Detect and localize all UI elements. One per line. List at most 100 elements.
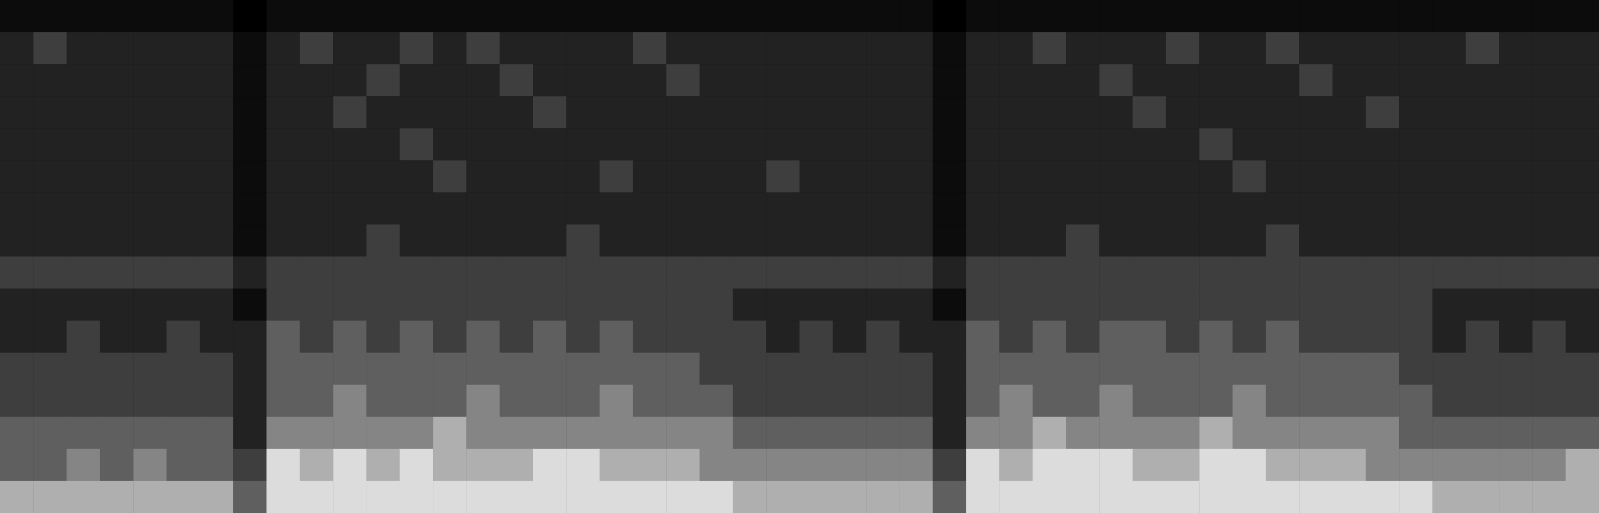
- heatmap-cell: [167, 321, 201, 354]
- heatmap-cell: [1199, 385, 1233, 418]
- heatmap-cell: [1466, 224, 1500, 257]
- heatmap-cell: [1266, 32, 1300, 65]
- heatmap-cell: [200, 257, 234, 290]
- heatmap-cell: [1399, 321, 1433, 354]
- heatmap-cell: [1432, 96, 1466, 129]
- heatmap-cell: [466, 257, 500, 290]
- heatmap-cell: [833, 257, 867, 290]
- heatmap-cell: [1099, 32, 1133, 65]
- heatmap-cell: [1199, 0, 1233, 33]
- heatmap-cell: [33, 353, 67, 386]
- heatmap-cell: [1166, 224, 1200, 257]
- heatmap-cell: [1033, 32, 1067, 65]
- heatmap-cell: [100, 32, 134, 65]
- heatmap-cell: [433, 96, 467, 129]
- heatmap-cell: [267, 160, 301, 193]
- heatmap-cell: [1066, 481, 1100, 513]
- heatmap-cell: [466, 96, 500, 129]
- heatmap-cell: [500, 32, 534, 65]
- heatmap-cell: [133, 417, 167, 450]
- heatmap-cell: [1333, 449, 1367, 482]
- heatmap-cell: [0, 160, 34, 193]
- heatmap-cell: [500, 224, 534, 257]
- heatmap-cell: [633, 128, 667, 161]
- heatmap-cell: [433, 32, 467, 65]
- heatmap-cell: [1366, 192, 1400, 225]
- heatmap-cell: [966, 160, 1000, 193]
- heatmap-cell: [1299, 385, 1333, 418]
- heatmap-cell: [1399, 449, 1433, 482]
- heatmap-cell: [899, 64, 933, 97]
- heatmap-cell: [766, 449, 800, 482]
- heatmap-cell: [300, 96, 334, 129]
- heatmap-cell: [1066, 160, 1100, 193]
- heatmap-cell: [1466, 481, 1500, 513]
- heatmap-cell: [1532, 289, 1566, 322]
- heatmap-cell: [0, 0, 34, 33]
- heatmap-cell: [1466, 32, 1500, 65]
- heatmap-cell: [733, 192, 767, 225]
- heatmap-cell: [999, 417, 1033, 450]
- heatmap-cell: [700, 289, 734, 322]
- heatmap-cell: [1399, 353, 1433, 386]
- heatmap-cell: [1166, 192, 1200, 225]
- heatmap-cell: [600, 160, 634, 193]
- heatmap-cell: [966, 449, 1000, 482]
- heatmap-cell: [300, 417, 334, 450]
- heatmap-cell: [1432, 160, 1466, 193]
- heatmap-cell: [0, 385, 34, 418]
- heatmap-cell: [633, 32, 667, 65]
- heatmap-cell: [1233, 449, 1267, 482]
- heatmap-cell: [1133, 321, 1167, 354]
- heatmap-cell: [1399, 481, 1433, 513]
- heatmap-cell: [300, 353, 334, 386]
- heatmap-cell: [366, 257, 400, 290]
- heatmap-cell: [1566, 417, 1599, 450]
- heatmap-cell: [67, 417, 101, 450]
- heatmap-cell: [600, 257, 634, 290]
- heatmap-cell: [100, 385, 134, 418]
- heatmap-cell: [267, 353, 301, 386]
- heatmap-cell: [800, 224, 834, 257]
- heatmap-cell: [1399, 257, 1433, 290]
- heatmap-cell: [366, 160, 400, 193]
- heatmap-cell: [366, 96, 400, 129]
- heatmap-cell: [466, 192, 500, 225]
- heatmap-cell: [1432, 289, 1466, 322]
- heatmap-cell: [233, 481, 267, 513]
- heatmap-cell: [1033, 192, 1067, 225]
- heatmap-cell: [1333, 224, 1367, 257]
- heatmap-cell: [966, 385, 1000, 418]
- heatmap-cell: [267, 32, 301, 65]
- heatmap-cell: [533, 128, 567, 161]
- heatmap-cell: [1532, 321, 1566, 354]
- heatmap-cell: [899, 353, 933, 386]
- heatmap-cell: [1133, 0, 1167, 33]
- heatmap-cell: [533, 385, 567, 418]
- heatmap-cell: [1066, 257, 1100, 290]
- heatmap-cell: [1033, 417, 1067, 450]
- heatmap-cell: [1566, 0, 1599, 33]
- heatmap-cell: [1566, 449, 1599, 482]
- heatmap-cell: [133, 385, 167, 418]
- heatmap-cell: [633, 160, 667, 193]
- heatmap-cell: [466, 385, 500, 418]
- heatmap-cell: [1266, 224, 1300, 257]
- heatmap-cell: [800, 192, 834, 225]
- heatmap-cell: [1033, 160, 1067, 193]
- heatmap-cell: [1532, 257, 1566, 290]
- heatmap-cell: [1333, 417, 1367, 450]
- heatmap-cell: [666, 481, 700, 513]
- heatmap-cell: [800, 128, 834, 161]
- heatmap-cell: [133, 128, 167, 161]
- heatmap-cell: [1566, 160, 1599, 193]
- heatmap-cell: [1133, 417, 1167, 450]
- heatmap-cell: [133, 64, 167, 97]
- heatmap-cell: [466, 128, 500, 161]
- heatmap-cell: [1499, 289, 1533, 322]
- heatmap-cell: [966, 353, 1000, 386]
- heatmap-cell: [999, 0, 1033, 33]
- heatmap-cell: [700, 224, 734, 257]
- heatmap-cell: [1499, 449, 1533, 482]
- heatmap-cell: [933, 32, 967, 65]
